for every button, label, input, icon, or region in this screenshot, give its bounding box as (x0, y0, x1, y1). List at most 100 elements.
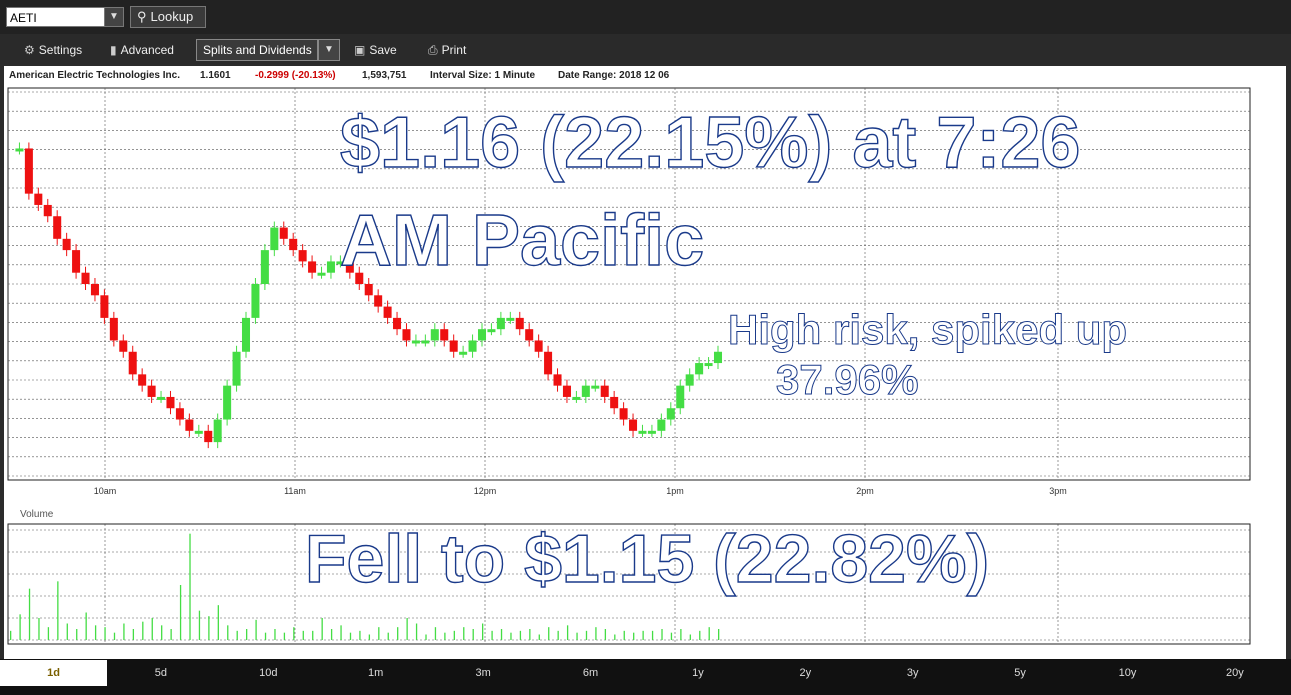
volume-bar (510, 632, 512, 640)
last-price: 1.1601 (200, 70, 231, 81)
volume-bar (208, 616, 210, 640)
volume-bar (283, 632, 286, 640)
volume-bar (538, 634, 540, 640)
printer-icon: ⎙ (428, 43, 438, 57)
candle (610, 396, 619, 409)
volume-bar (330, 629, 333, 640)
advanced-button[interactable]: ▮ Advanced (110, 42, 174, 58)
volume-bar (604, 629, 607, 640)
volume-bar (633, 632, 635, 640)
advanced-label: Advanced (120, 43, 174, 57)
print-label: Print (441, 43, 467, 57)
volume-bar (264, 632, 267, 640)
range-button-10d[interactable]: 10d (259, 667, 278, 679)
volume-bar (312, 630, 314, 640)
settings-label: Settings (38, 43, 83, 57)
splits-dropdown-button[interactable]: ▼ (318, 39, 340, 61)
candle (449, 340, 458, 352)
volume-bar (302, 630, 304, 640)
volume-bar (661, 629, 663, 640)
volume-bar (349, 632, 352, 640)
candle (459, 351, 468, 355)
candle (553, 374, 562, 386)
volume-bar (623, 630, 625, 640)
range-button-5y[interactable]: 5y (1014, 667, 1026, 679)
candle (213, 419, 222, 443)
candle (393, 317, 402, 330)
volume-bar (576, 632, 578, 640)
candle (430, 329, 439, 341)
fell-note: Fell to $1.15 (22.82%) (305, 521, 989, 597)
range-button-1d[interactable]: 1d (0, 660, 107, 686)
top-toolbar (0, 0, 1291, 34)
print-button[interactable]: ⎙ Print (428, 42, 466, 58)
candle (128, 351, 137, 375)
range-button-5d[interactable]: 5d (154, 667, 168, 679)
volume-bar (415, 623, 418, 640)
candle (326, 261, 335, 273)
interval-value: 1 Minute (494, 70, 536, 81)
volume-bar (529, 629, 531, 640)
volume-bar (472, 629, 474, 640)
volume-bar (255, 619, 257, 640)
settings-button[interactable]: ⚙ Settings (24, 42, 82, 58)
candle (251, 284, 260, 318)
volume-bar (113, 632, 116, 640)
interval-label: Interval Size: (430, 70, 492, 81)
candle (374, 295, 383, 307)
candle (109, 317, 118, 341)
candle (676, 385, 685, 409)
volume-bar (227, 625, 229, 640)
range-button-6m[interactable]: 6m (582, 667, 599, 679)
candle (279, 227, 288, 239)
range-button-2y[interactable]: 2y (799, 667, 812, 679)
date-label: Date Range: (558, 70, 617, 81)
headline-line-1: $1.16 (22.15%) at 7:26 (340, 103, 1080, 183)
volume-bar (217, 605, 219, 640)
volume-bar (198, 610, 201, 640)
candle (572, 396, 581, 400)
x-tick-label: 11am (284, 486, 306, 496)
candles-group (15, 142, 723, 449)
volume-bar (47, 627, 50, 640)
volume-bar (397, 627, 399, 640)
candle (345, 261, 354, 273)
candle (421, 340, 430, 344)
search-icon: ⚲ (137, 9, 147, 24)
volume-bar (378, 627, 380, 640)
candle (298, 250, 307, 262)
lookup-button[interactable]: ⚲ Lookup (130, 6, 206, 28)
save-button[interactable]: ▣ Save (354, 42, 397, 58)
volume-bar (642, 630, 644, 640)
save-label: Save (369, 43, 397, 57)
volume-bar (246, 629, 248, 640)
date-value: 2018 12 06 (619, 70, 670, 81)
range-button-3y[interactable]: 3y (906, 667, 919, 679)
candle (487, 329, 496, 333)
volume-bar (689, 634, 691, 640)
volume-bar (453, 630, 455, 640)
splits-dividends-select[interactable]: Splits and Dividends (196, 39, 318, 61)
candle (496, 317, 505, 330)
symbol-dropdown-button[interactable]: ▼ (104, 7, 124, 27)
range-button-3m[interactable]: 3m (475, 667, 491, 679)
candle (477, 329, 487, 341)
x-tick-labels: 10am 11am 12pm 1pm 2pm 3pm (94, 486, 1067, 496)
volume-bar (519, 630, 522, 640)
volume-bar (425, 634, 427, 640)
candle (175, 408, 184, 420)
range-button-1y[interactable]: 1y (692, 667, 704, 679)
volume-bar (10, 630, 12, 640)
candle (506, 317, 515, 321)
volume-bar (66, 623, 68, 640)
range-button-10y[interactable]: 10y (1118, 667, 1137, 679)
volume-bar (293, 627, 295, 640)
candle (138, 374, 147, 386)
volume-bar (85, 612, 87, 640)
x-tick-label: 10am (94, 486, 117, 496)
volume-bar (19, 614, 21, 640)
range-button-1m[interactable]: 1m (368, 667, 384, 679)
volume-bar (142, 621, 144, 640)
range-button-20y[interactable]: 20y (1226, 667, 1244, 679)
